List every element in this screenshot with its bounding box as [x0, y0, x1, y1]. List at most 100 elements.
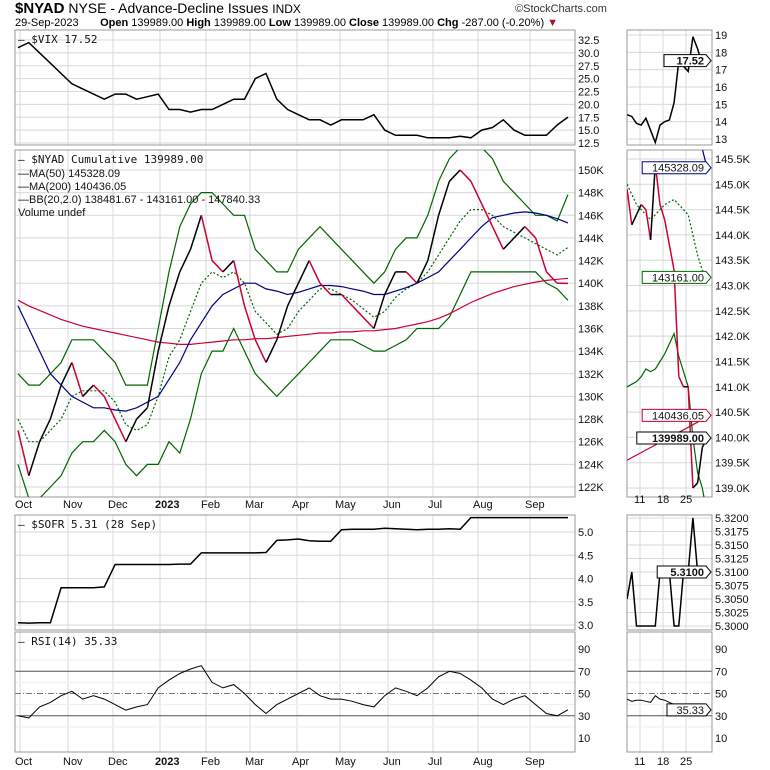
- nyad-price-segment: [649, 164, 657, 241]
- y-tick-label: 10: [578, 733, 590, 745]
- y-tick-label: 3.5: [578, 597, 593, 609]
- panel-frame-nyad: [14, 149, 576, 498]
- y-tick-label: 5.3075: [715, 581, 749, 593]
- y-tick-label: 90: [578, 644, 590, 656]
- open-label: Open: [100, 17, 129, 29]
- nyad-price-segment: [491, 226, 504, 250]
- y-tick-label: 30.0: [578, 48, 599, 60]
- y-tick-label: 140K: [578, 278, 604, 290]
- y-tick-label: 16: [715, 82, 727, 94]
- x-tick-label: Nov: [63, 756, 83, 768]
- x-tick-label: Feb: [201, 756, 220, 768]
- y-tick-label: 5.3050: [715, 594, 749, 606]
- bb-mid-last-value-box: [641, 270, 712, 284]
- x-tick-label: Nov: [63, 499, 83, 511]
- panel-frame-sofr: [626, 514, 713, 631]
- nyad-price-segment: [103, 396, 116, 420]
- nyad-price-segment: [265, 339, 278, 363]
- y-tick-label: 17: [715, 65, 727, 77]
- y-tick-label: 130K: [578, 391, 604, 403]
- nyad-price-segment: [168, 271, 181, 307]
- rsi-last-value-box: [666, 703, 712, 717]
- y-tick-label: 19: [715, 30, 727, 42]
- bb-mid-line: [627, 184, 708, 278]
- grid-R-vix: [627, 30, 712, 145]
- ma200-last-value: 140436.05: [652, 410, 704, 422]
- y-tick-label: 148K: [578, 188, 604, 200]
- vix-line: [17, 41, 569, 139]
- y-tick-label: 3.0: [578, 620, 593, 632]
- nyad-price-segment: [692, 482, 699, 489]
- x-tick-label: Sep: [525, 756, 545, 768]
- nyad-price-segment: [179, 248, 192, 273]
- nyad-price-segment: [481, 203, 494, 227]
- nyad-price-segment: [340, 294, 353, 307]
- ma50-line: [701, 150, 708, 168]
- legend-sofr: — $SOFR 5.31 (28 Sep): [18, 518, 157, 531]
- nyad-price-segment: [17, 430, 30, 476]
- y-tick-label: 50: [715, 689, 727, 701]
- sofr-line: [17, 516, 568, 624]
- nyad-price-segment: [362, 316, 375, 330]
- y-tick-label: 143.0K: [715, 281, 751, 293]
- nyad-price-segment: [308, 260, 321, 284]
- y-tick-label: 90: [715, 644, 727, 656]
- y-tick-label: 142K: [578, 256, 604, 268]
- y-tick-label: 32.5: [578, 35, 599, 47]
- y-tick-label: 144K: [578, 233, 604, 245]
- y-tick-label: 145.5K: [715, 154, 751, 166]
- nyad-price-segment: [254, 339, 267, 363]
- y-tick-label: 122K: [578, 482, 604, 494]
- y-tick-label: 5.3150: [715, 540, 749, 552]
- y-tick-label: 22.5: [578, 87, 599, 99]
- rsi-last-value: 35.33: [676, 705, 704, 717]
- nyad-price-segment: [71, 362, 84, 397]
- ma50-last-value: 145328.09: [652, 163, 704, 175]
- nyad-price-segment: [673, 270, 680, 377]
- x-tick-label: Sep: [525, 499, 545, 511]
- x-tick-label: May: [335, 499, 356, 511]
- y-tick-label: 50: [578, 689, 590, 701]
- legend-volume: Volume undef: [18, 207, 86, 219]
- nyad-price-segment: [696, 447, 704, 484]
- panel-frame-sofr: [14, 514, 576, 631]
- y-tick-label: 124K: [578, 459, 604, 471]
- y-tick-label: 70: [578, 666, 590, 678]
- grid-L-sofr: [15, 515, 575, 630]
- nyad-price-segment: [38, 418, 52, 443]
- y-tick-label: 134K: [578, 346, 604, 358]
- ma50-last-value-box: [641, 161, 712, 175]
- y-tick-label: 5.0: [578, 527, 593, 539]
- nyad-price-segment: [60, 362, 73, 386]
- y-tick-label: 5.3200: [715, 513, 749, 525]
- nyad-price-segment: [459, 169, 472, 182]
- grid-L-vix: [15, 30, 575, 145]
- y-tick-label: 150K: [578, 165, 604, 177]
- nyad-price-segment: [405, 271, 418, 284]
- x-tick-label: 2023: [155, 756, 179, 768]
- nyad-price-segment: [659, 204, 666, 220]
- nyad-price-segment: [427, 215, 440, 261]
- nyad-price-segment: [513, 226, 526, 239]
- nyad-price-segment: [383, 271, 397, 295]
- nyad-price-segment: [125, 418, 138, 443]
- legend-ma200: —MA(200) 140436.05: [18, 181, 126, 193]
- y-tick-label: 139.0K: [715, 483, 751, 495]
- nyad-price-segment: [297, 260, 310, 284]
- x-tick-label: Oct: [15, 499, 32, 511]
- panel-frame-rsi: [14, 631, 576, 753]
- x-tick-label: 18: [657, 494, 669, 506]
- grid-L-rsi: [19, 632, 531, 752]
- bb-upper-line: [17, 150, 569, 386]
- nyad-price-segment: [243, 305, 256, 341]
- y-tick-label: 12.5: [578, 138, 599, 150]
- nyad-price-segment: [222, 260, 235, 273]
- y-tick-label: 145.0K: [715, 179, 751, 191]
- nyad-price-segment: [28, 441, 41, 476]
- x-tick-label: Mar: [245, 756, 264, 768]
- ohlc-row: 29-Sep-2023 Open 139989.00 High 139989.0…: [15, 17, 558, 30]
- y-tick-label: 146K: [578, 210, 604, 222]
- down-arrow-icon: ▼: [547, 17, 559, 29]
- y-tick-label: 132K: [578, 369, 604, 381]
